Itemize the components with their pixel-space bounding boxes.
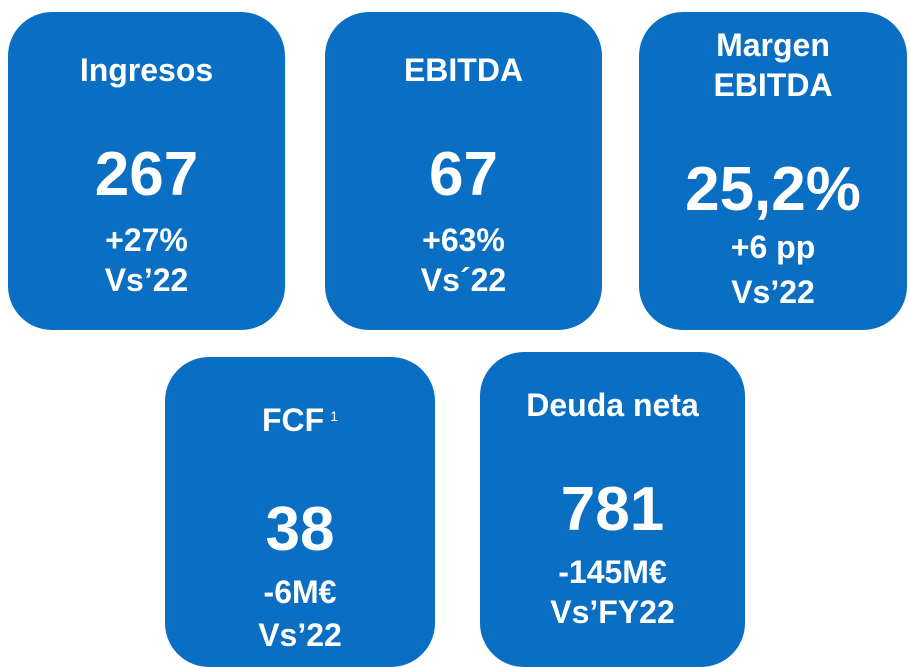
card-title: Margen — [716, 27, 830, 63]
card-title: EBITDA — [713, 67, 833, 103]
card-comparison: Vs’22 — [104, 262, 189, 298]
card-value: 38 — [265, 495, 335, 564]
card-comparison: Vs’22 — [258, 617, 342, 653]
card-change: -145M€ — [558, 554, 667, 590]
card-title: Deuda neta — [526, 387, 699, 423]
card-title: FCF 1 — [165, 401, 435, 439]
card-value: 267 — [94, 140, 199, 209]
kpi-card: FCF 1 38 -6M€ Vs’22 — [165, 357, 435, 667]
card-comparison: Vs’FY22 — [550, 594, 675, 630]
kpi-card: Deuda neta 781 -145M€ Vs’FY22 — [480, 352, 745, 667]
kpi-card: EBITDA 67 +63% Vs´22 — [325, 12, 602, 330]
card-change: -6M€ — [263, 574, 337, 610]
card-title: EBITDA — [403, 52, 524, 88]
card-title-text: FCF — [262, 402, 325, 438]
card-change: +27% — [105, 222, 188, 258]
card-change: +63% — [422, 222, 505, 258]
card-comparison: Vs’22 — [731, 274, 815, 310]
card-change: +6 pp — [730, 229, 816, 265]
card-comparison: Vs´22 — [420, 262, 507, 298]
kpi-card: Margen EBITDA 25,2% +6 pp Vs’22 — [639, 12, 907, 330]
footnote-mark: 1 — [330, 408, 338, 424]
card-value: 25,2% — [685, 155, 861, 224]
card-value: 67 — [429, 140, 498, 209]
card-value: 781 — [560, 475, 665, 544]
card-title: Ingresos — [79, 52, 214, 88]
kpi-card: Ingresos 267 +27% Vs’22 — [8, 12, 285, 330]
